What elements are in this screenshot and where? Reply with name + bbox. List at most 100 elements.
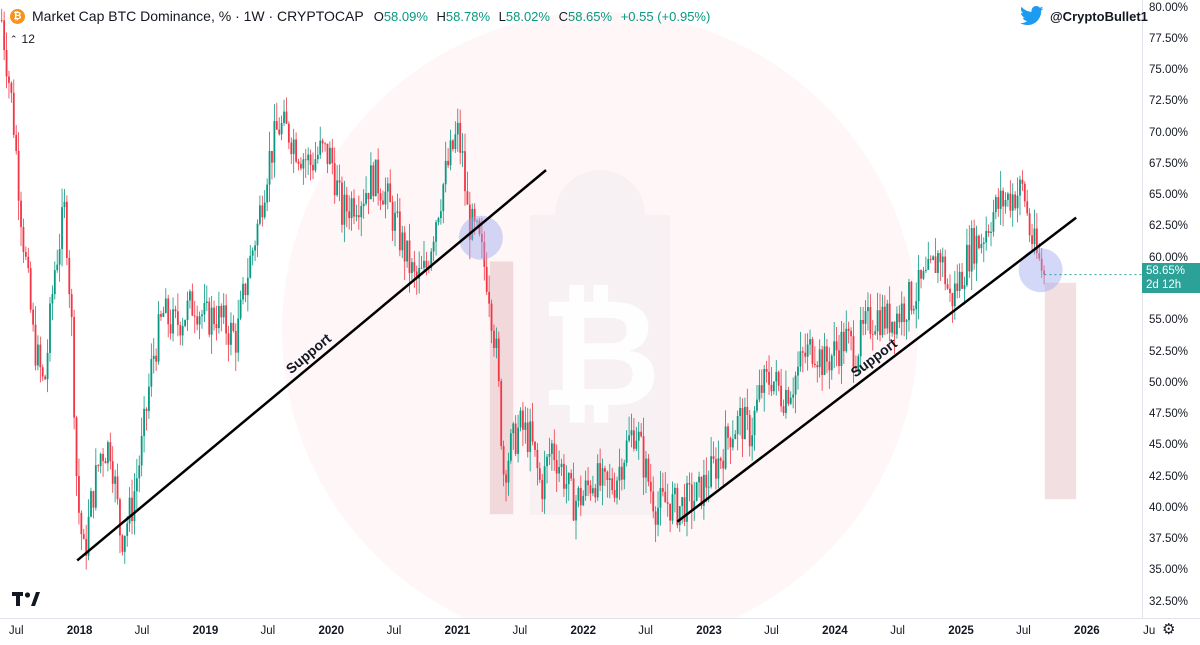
candle-body — [1011, 194, 1014, 211]
x-tick-label: Jul — [134, 625, 150, 637]
candle-body — [271, 151, 273, 163]
close-value: 58.65% — [567, 8, 613, 24]
candle-body — [823, 346, 826, 376]
candle-body — [8, 76, 10, 83]
candle-body — [406, 240, 408, 262]
candle-body — [152, 355, 155, 360]
candle-body — [292, 139, 295, 155]
candle-body — [273, 121, 276, 163]
candle-body — [963, 285, 966, 289]
candle-body — [618, 466, 621, 481]
candle-body — [751, 435, 754, 447]
candle-body — [543, 466, 546, 500]
gear-icon[interactable]: ⚙ — [1162, 621, 1176, 638]
candle-body — [777, 371, 780, 386]
candle-body — [466, 191, 469, 205]
candle-body — [172, 309, 174, 334]
candle-body — [217, 305, 220, 329]
candle-body — [374, 159, 377, 197]
candle-body — [201, 314, 203, 317]
candle-body — [3, 20, 6, 51]
candle-body — [799, 351, 802, 367]
candle-body — [377, 159, 380, 194]
candle-body — [12, 92, 15, 135]
candle-body — [782, 406, 785, 413]
candle-body — [775, 371, 778, 382]
candle-body — [608, 478, 611, 480]
candle-body — [693, 500, 696, 510]
candle-body — [189, 291, 191, 301]
tradingview-logo[interactable] — [12, 592, 40, 613]
candle-body — [801, 351, 804, 353]
candle-body — [850, 330, 852, 337]
candle-body — [912, 309, 915, 311]
y-tick-label: 72.50% — [1149, 95, 1189, 108]
candle-body — [522, 410, 524, 430]
candle-body — [606, 471, 609, 480]
candle-body — [1043, 270, 1046, 275]
candle-body — [230, 322, 232, 345]
candle-body — [164, 298, 167, 313]
candle-body — [493, 330, 495, 348]
candle-body — [676, 487, 679, 526]
candle-body — [932, 256, 935, 260]
candle-body — [126, 523, 129, 536]
candle-body — [379, 193, 382, 201]
candle-body — [686, 483, 688, 522]
candle-body — [980, 243, 983, 249]
y-tick-label: 52.50% — [1149, 345, 1189, 358]
candle-body — [17, 151, 20, 201]
candle-body — [898, 313, 901, 323]
candle-body — [314, 159, 317, 171]
candle-body — [160, 314, 162, 317]
candle-body — [162, 312, 165, 317]
indicator-toggle[interactable]: ⌃ 12 — [10, 32, 35, 46]
candle-body — [234, 330, 237, 353]
symbol-title[interactable]: Market Cap BTC Dominance, % · 1W · CRYPT… — [32, 8, 364, 24]
candle-body — [550, 443, 553, 454]
candle-body — [715, 459, 717, 479]
candle-body — [1023, 183, 1026, 202]
candle-body — [785, 389, 787, 413]
x-tick-label: 2024 — [822, 625, 848, 637]
candle-body — [652, 491, 655, 512]
bar-countdown: 2d 12h — [1146, 279, 1182, 291]
time-axis[interactable]: Jul 2018 Jul 2019 Jul 2020 Jul 2021 Jul 2022 Jul 20… — [0, 618, 1200, 645]
chart-svg: ₿Support Support — [0, 8, 1142, 570]
candle-body — [920, 269, 922, 279]
candle-body — [464, 151, 466, 192]
x-tick-label: 2023 — [696, 625, 722, 637]
candle-body — [239, 299, 242, 319]
candle-body — [176, 311, 179, 325]
candle-body — [169, 324, 172, 334]
candle-body — [56, 264, 59, 271]
chart-plot-area[interactable]: ₿ Support Support — [0, 0, 1142, 618]
candle-body — [671, 494, 674, 521]
candle-body — [266, 184, 269, 203]
x-tick-label: Jul — [764, 625, 779, 637]
candle-body — [232, 322, 235, 331]
chevron-up-icon[interactable]: ⌃ — [10, 33, 18, 44]
author-handle: @CryptoBullet1 — [1020, 6, 1148, 26]
candle-body — [729, 437, 732, 448]
current-price-label: 58.65% 2d 12h — [1142, 263, 1200, 293]
candle-body — [179, 324, 182, 336]
candle-body — [297, 161, 300, 164]
candle-body — [280, 122, 283, 135]
candle-body — [128, 497, 131, 524]
price-axis[interactable]: 80.00% 77.50% 75.00% 72.50% 70.00% 67.50% 65.0… — [1142, 0, 1200, 618]
y-tick-label: 45.00% — [1149, 439, 1189, 452]
x-tick-label: Jul — [8, 625, 24, 637]
bitcoin-icon: ₿ — [10, 8, 25, 24]
x-tick-label: 2020 — [318, 625, 345, 637]
candle-body — [480, 233, 483, 243]
candle-body — [587, 480, 589, 486]
candle-body — [968, 244, 971, 272]
y-tick-label: 77.50% — [1149, 32, 1189, 45]
candle-body — [724, 426, 727, 469]
candle-body — [263, 202, 266, 218]
candle-body — [941, 256, 944, 263]
candle-body — [915, 301, 918, 310]
candle-body — [1031, 235, 1033, 245]
candle-body — [553, 443, 556, 461]
